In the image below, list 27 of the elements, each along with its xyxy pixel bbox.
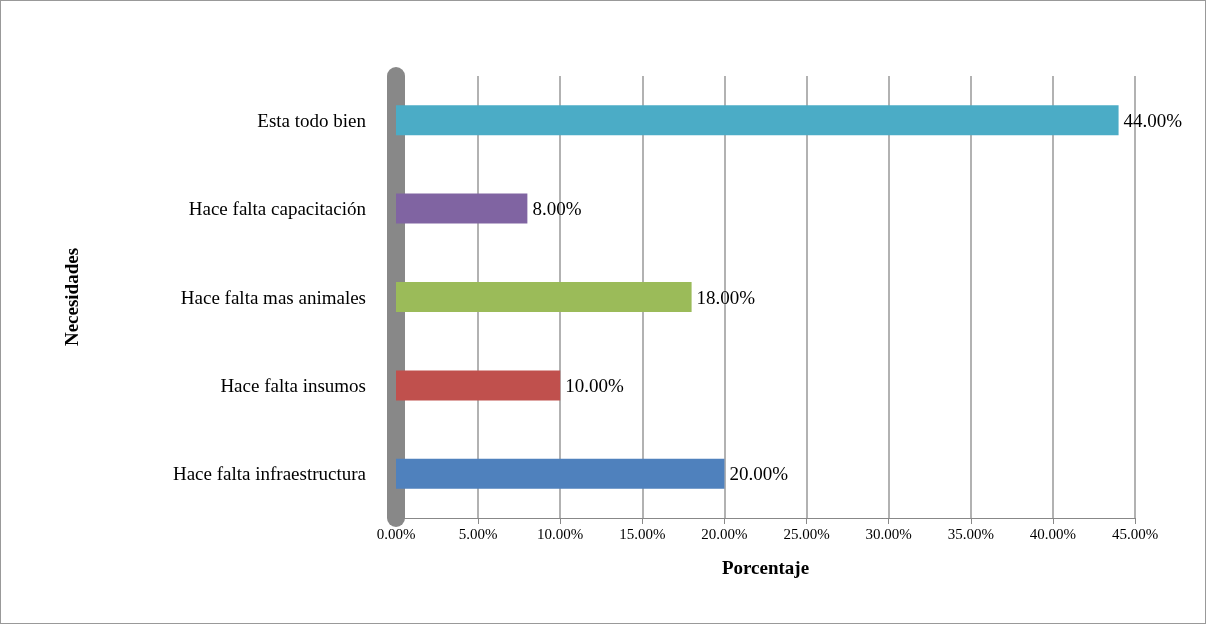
x-tick-label: 20.00%	[701, 525, 748, 542]
bar	[396, 193, 528, 224]
x-tick-label: 25.00%	[783, 525, 830, 542]
y-tick-label: Hace falta infraestructura	[172, 463, 367, 485]
x-tick-label: 5.00%	[458, 525, 498, 542]
bar	[396, 105, 1119, 136]
data-label: 20.00%	[729, 463, 789, 485]
y-tick-label: Hace falta insumos	[220, 374, 366, 396]
data-label: 8.00%	[532, 198, 582, 220]
bar	[396, 370, 561, 401]
y-tick-label: Hace falta capacitación	[188, 198, 367, 220]
x-tick-label: 10.00%	[537, 525, 584, 542]
x-tick-label: 45.00%	[1111, 525, 1159, 542]
data-label: 18.00%	[696, 286, 756, 308]
y-tick-label: Esta todo bien	[257, 109, 367, 131]
x-axis-title: Porcentaje	[721, 557, 810, 578]
x-tick-label: 15.00%	[619, 525, 666, 542]
x-tick-label: 40.00%	[1029, 525, 1077, 542]
y-axis-title: Necesidades	[61, 247, 82, 347]
x-tick-label: 0.00%	[376, 525, 416, 542]
bar	[396, 458, 725, 489]
data-label: 44.00%	[1123, 109, 1183, 131]
bar	[396, 282, 692, 312]
x-tick-label: 35.00%	[947, 525, 994, 542]
y-tick-label: Hace falta mas animales	[180, 286, 366, 308]
data-label: 10.00%	[565, 374, 624, 396]
x-tick-label: 30.00%	[865, 525, 912, 542]
